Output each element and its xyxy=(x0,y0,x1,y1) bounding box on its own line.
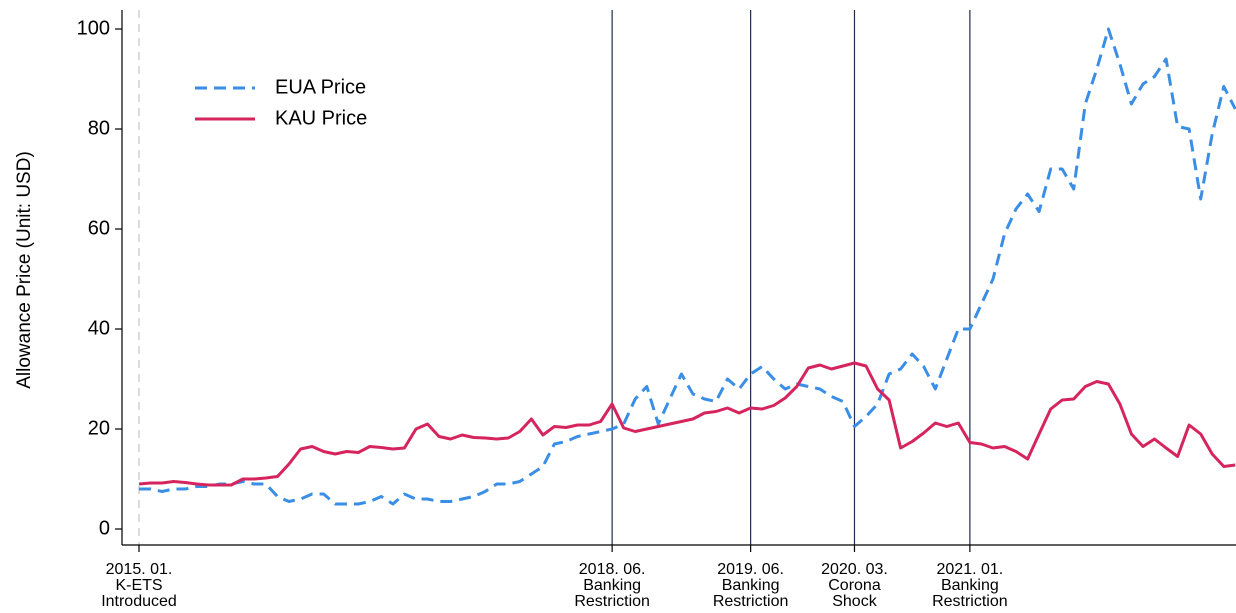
x-tick-label: 2020. 03. xyxy=(821,561,888,578)
series-line xyxy=(139,27,1236,506)
event-label: Introduced xyxy=(101,593,177,610)
event-label: Restriction xyxy=(932,593,1008,610)
y-tick-label: 20 xyxy=(88,417,110,439)
event-label: Banking xyxy=(583,577,641,594)
x-tick-label: 2019. 06. xyxy=(717,561,784,578)
y-axis-label: Allowance Price (Unit: USD) xyxy=(14,151,35,389)
legend-label: KAU Price xyxy=(275,107,367,129)
y-tick-label: 80 xyxy=(88,117,110,139)
event-label: Banking xyxy=(941,577,999,594)
x-tick-label: 2015. 01. xyxy=(106,561,173,578)
event-label: Shock xyxy=(832,593,877,610)
y-tick-label: 40 xyxy=(88,317,110,339)
event-label: Corona xyxy=(828,577,881,594)
event-label: Restriction xyxy=(713,593,789,610)
y-tick-label: 100 xyxy=(77,17,110,39)
event-label: Restriction xyxy=(574,593,650,610)
y-tick-label: 60 xyxy=(88,217,110,239)
y-tick-label: 0 xyxy=(99,517,110,539)
series-line xyxy=(138,361,1236,487)
x-tick-label: 2021. 01. xyxy=(937,561,1004,578)
event-label: K-ETS xyxy=(115,577,162,594)
x-tick-label: 2018. 06. xyxy=(579,561,646,578)
legend-label: EUA Price xyxy=(275,76,366,98)
event-label: Banking xyxy=(722,577,780,594)
